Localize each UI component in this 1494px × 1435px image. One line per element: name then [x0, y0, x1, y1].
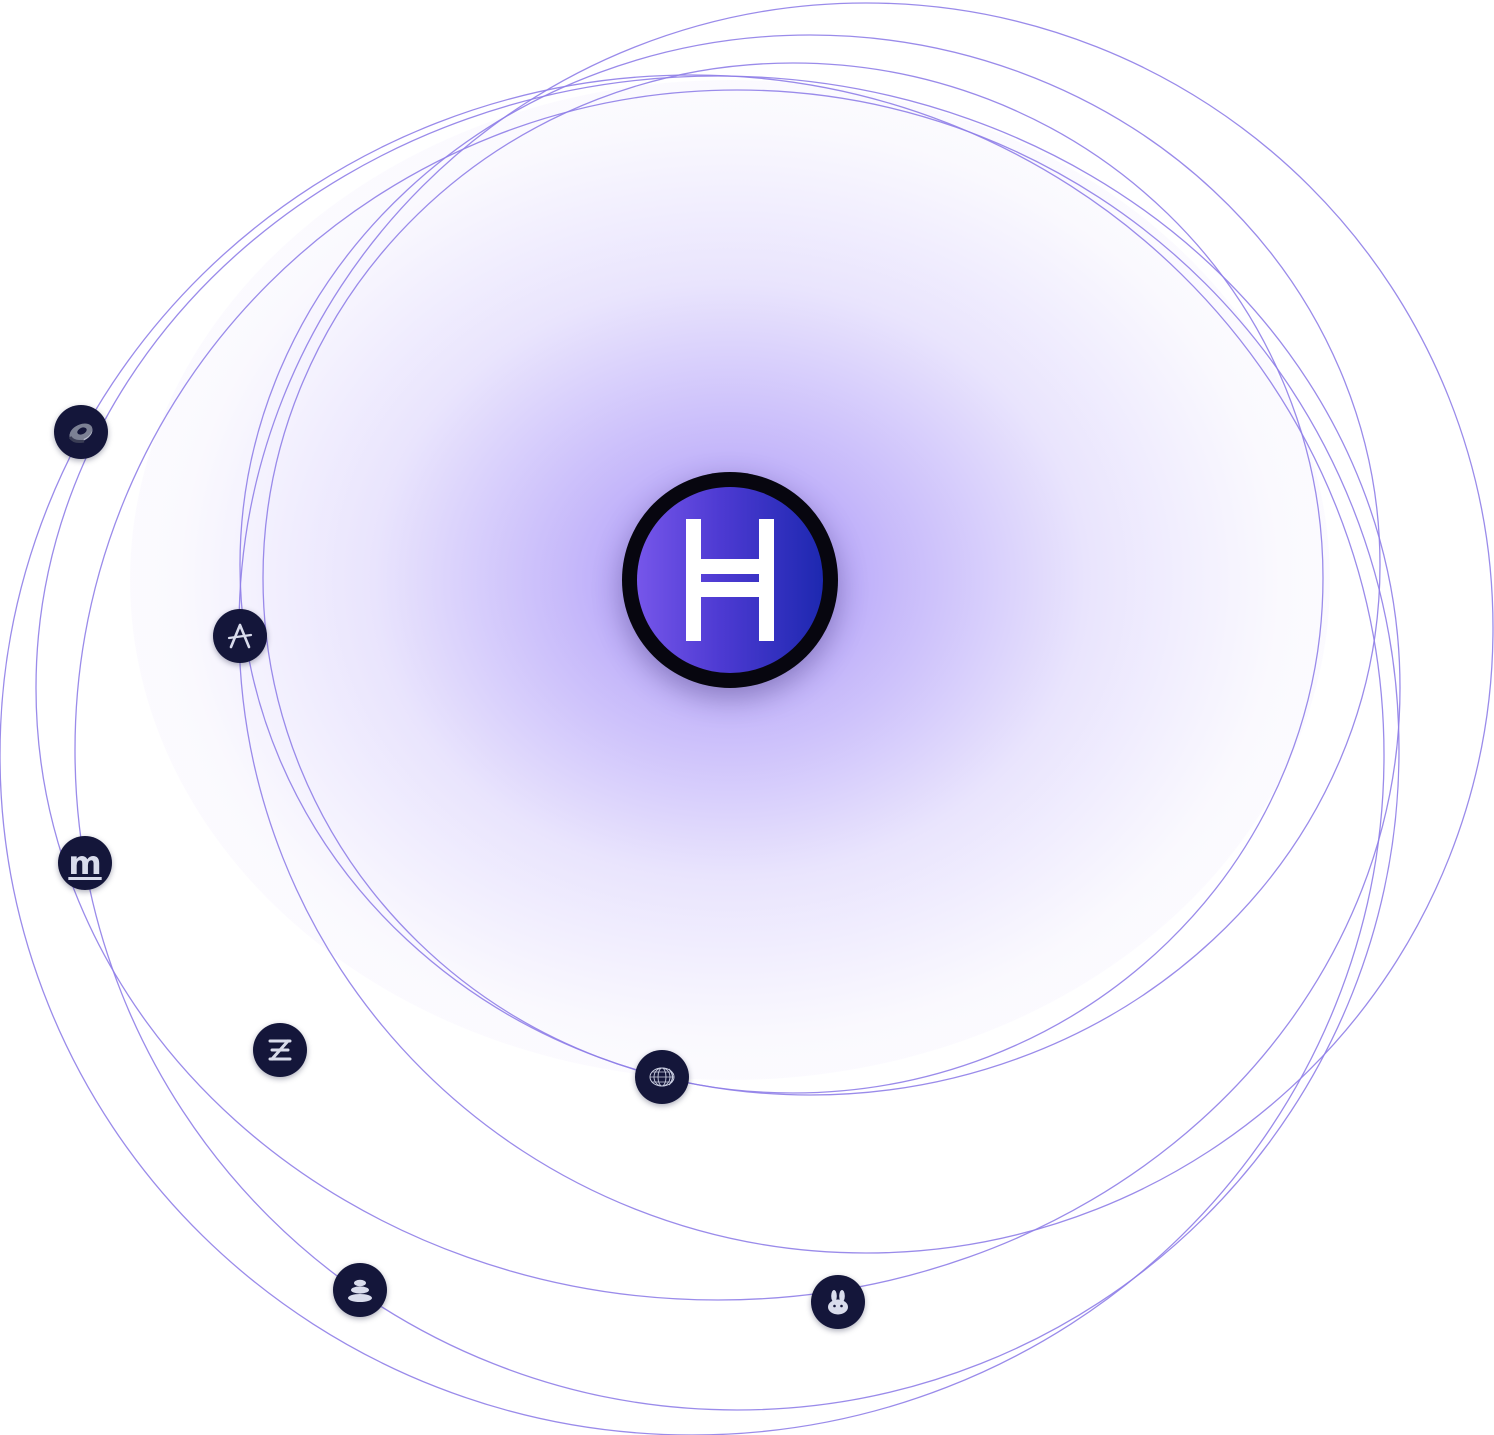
bunny-icon[interactable]	[811, 1275, 865, 1329]
orbit-ring	[262, 62, 1324, 1094]
stacked-coins-glyph	[348, 1279, 372, 1302]
wireframe-shell-glyph	[649, 1067, 675, 1087]
z-token-icon[interactable]	[253, 1023, 307, 1077]
hbar-hub-face	[637, 487, 823, 673]
orbit-ring	[0, 74, 1385, 1435]
aave-a-icon[interactable]	[213, 609, 267, 663]
hbar-hub[interactable]	[622, 472, 838, 688]
orbit-ring	[239, 34, 1381, 1096]
m-token-icon[interactable]: m	[58, 836, 112, 890]
z-token-glyph	[268, 1039, 292, 1061]
orbit-ring	[74, 89, 1400, 1411]
m-token-glyph: m	[68, 844, 102, 882]
wireframe-shell-icon[interactable]	[635, 1050, 689, 1104]
ring-token-icon[interactable]	[54, 405, 108, 459]
orbit-ring	[35, 75, 1401, 1301]
hbar-h-logo	[686, 519, 774, 641]
orbit-ring	[238, 2, 1494, 1254]
stacked-coins-icon[interactable]	[333, 1263, 387, 1317]
aave-a-glyph	[227, 623, 253, 649]
bunny-glyph	[828, 1290, 848, 1315]
ring-token-glyph	[68, 423, 93, 443]
